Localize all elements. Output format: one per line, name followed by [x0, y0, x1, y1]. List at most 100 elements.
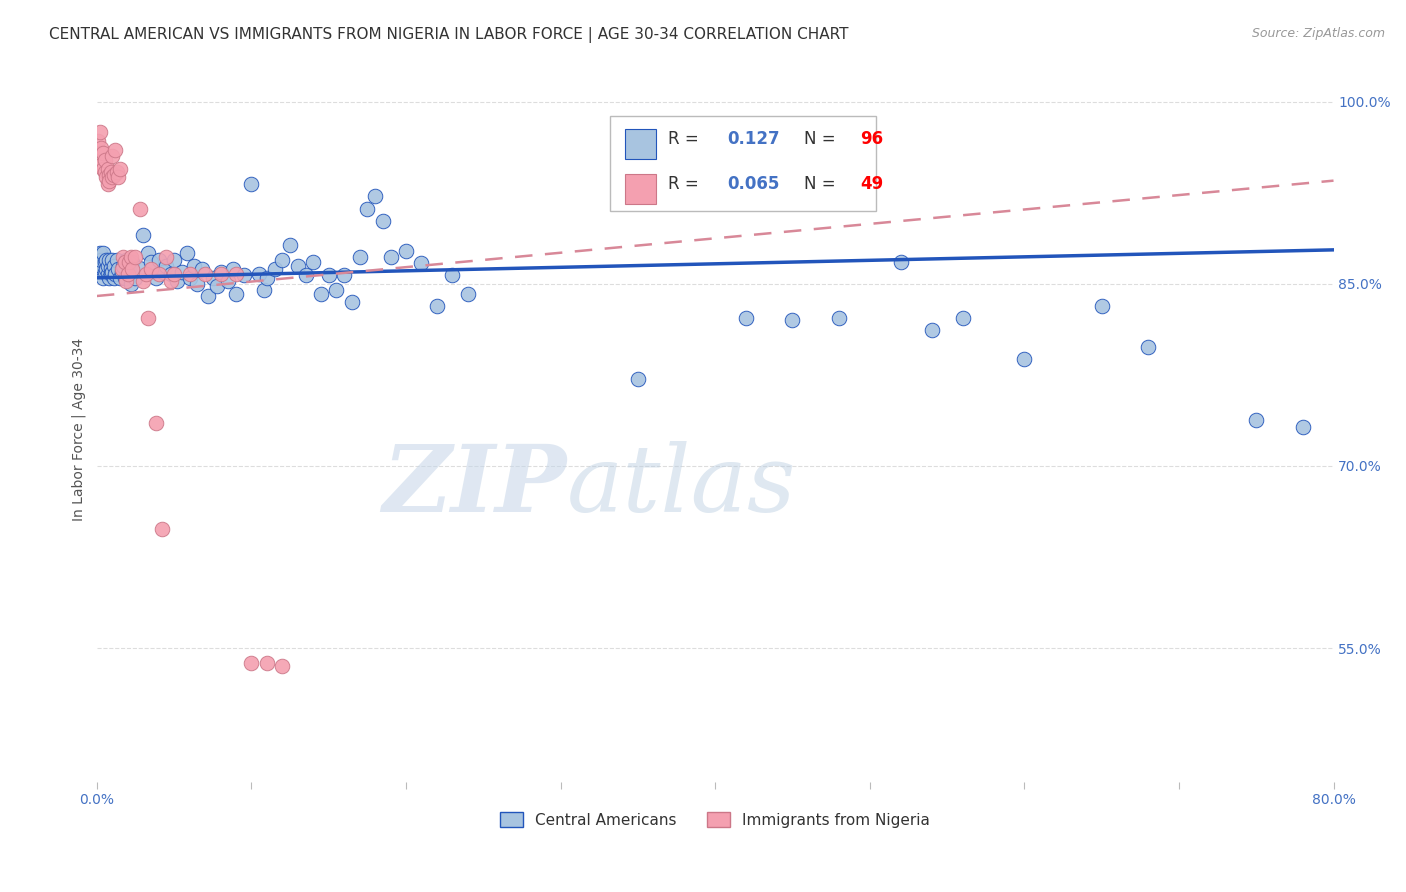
Point: [240, 178, 263, 192]
Point: [97, 161, 120, 176]
Point: [179, 270, 201, 285]
Point: [93, 265, 115, 279]
Point: [380, 250, 402, 264]
Point: [627, 371, 650, 385]
Point: [87, 134, 110, 148]
Point: [148, 267, 170, 281]
Point: [152, 265, 174, 279]
Point: [93, 165, 115, 179]
Point: [356, 202, 378, 216]
Point: [128, 261, 150, 276]
Point: [176, 246, 198, 260]
Point: [129, 202, 152, 216]
Point: [1244, 413, 1267, 427]
Point: [136, 310, 159, 325]
Y-axis label: In Labor Force | Age 30-34: In Labor Force | Age 30-34: [72, 338, 86, 521]
Point: [340, 295, 363, 310]
Point: [287, 259, 309, 273]
Point: [278, 238, 301, 252]
Point: [105, 252, 128, 267]
Point: [441, 268, 464, 283]
Point: [120, 250, 142, 264]
Point: [194, 267, 217, 281]
Point: [117, 267, 139, 281]
Point: [118, 262, 141, 277]
Point: [232, 268, 254, 283]
Point: [828, 310, 851, 325]
Point: [207, 279, 229, 293]
Point: [217, 274, 239, 288]
Point: [108, 161, 131, 176]
Point: [225, 286, 247, 301]
Point: [117, 267, 139, 281]
Point: [163, 252, 186, 267]
Point: [101, 149, 124, 163]
Point: [197, 289, 219, 303]
Point: [100, 261, 122, 276]
Point: [107, 262, 129, 277]
Point: [90, 259, 112, 273]
Point: [294, 268, 316, 283]
Text: CENTRAL AMERICAN VS IMMIGRANTS FROM NIGERIA IN LABOR FORCE | AGE 30-34 CORRELATI: CENTRAL AMERICAN VS IMMIGRANTS FROM NIGE…: [49, 27, 849, 43]
Point: [364, 189, 387, 203]
Point: [271, 659, 294, 673]
Point: [108, 270, 131, 285]
Point: [921, 323, 943, 337]
Text: 96: 96: [860, 130, 883, 148]
Point: [91, 145, 114, 160]
Point: [1291, 420, 1313, 434]
Point: [94, 169, 117, 184]
Point: [1137, 340, 1160, 354]
Point: [318, 268, 340, 283]
Point: [426, 299, 449, 313]
Text: N =: N =: [804, 175, 835, 193]
Point: [145, 417, 167, 431]
Point: [148, 252, 170, 267]
Point: [90, 141, 112, 155]
Point: [98, 174, 121, 188]
Point: [163, 267, 186, 281]
Point: [91, 161, 114, 176]
Point: [98, 252, 121, 267]
Point: [735, 310, 758, 325]
Point: [191, 262, 214, 277]
Point: [100, 165, 122, 179]
Point: [186, 277, 208, 291]
Point: [201, 270, 224, 285]
Point: [890, 255, 912, 269]
Point: [183, 259, 205, 273]
Point: [263, 262, 285, 277]
Point: [395, 244, 418, 258]
Point: [89, 125, 111, 139]
Point: [93, 153, 115, 167]
Point: [135, 267, 157, 281]
FancyBboxPatch shape: [610, 116, 876, 211]
Point: [124, 250, 146, 264]
Point: [121, 262, 143, 277]
Point: [225, 267, 247, 281]
Text: atlas: atlas: [567, 441, 796, 531]
Point: [91, 246, 114, 260]
Point: [103, 270, 125, 285]
Point: [114, 255, 136, 269]
Point: [110, 265, 132, 279]
Point: [139, 255, 162, 269]
Text: N =: N =: [804, 130, 835, 148]
Point: [105, 165, 128, 179]
Point: [112, 259, 135, 273]
Point: [90, 158, 112, 172]
Point: [112, 250, 135, 264]
Point: [160, 274, 183, 288]
Point: [89, 246, 111, 260]
Legend: Central Americans, Immigrants from Nigeria: Central Americans, Immigrants from Niger…: [494, 805, 936, 834]
Point: [104, 143, 127, 157]
Point: [91, 270, 114, 285]
Point: [121, 255, 143, 269]
Text: ZIP: ZIP: [382, 441, 567, 531]
Point: [325, 283, 347, 297]
Point: [139, 262, 162, 277]
Point: [101, 252, 124, 267]
Text: Source: ZipAtlas.com: Source: ZipAtlas.com: [1251, 27, 1385, 40]
Text: 0.065: 0.065: [727, 175, 780, 193]
Point: [952, 310, 974, 325]
